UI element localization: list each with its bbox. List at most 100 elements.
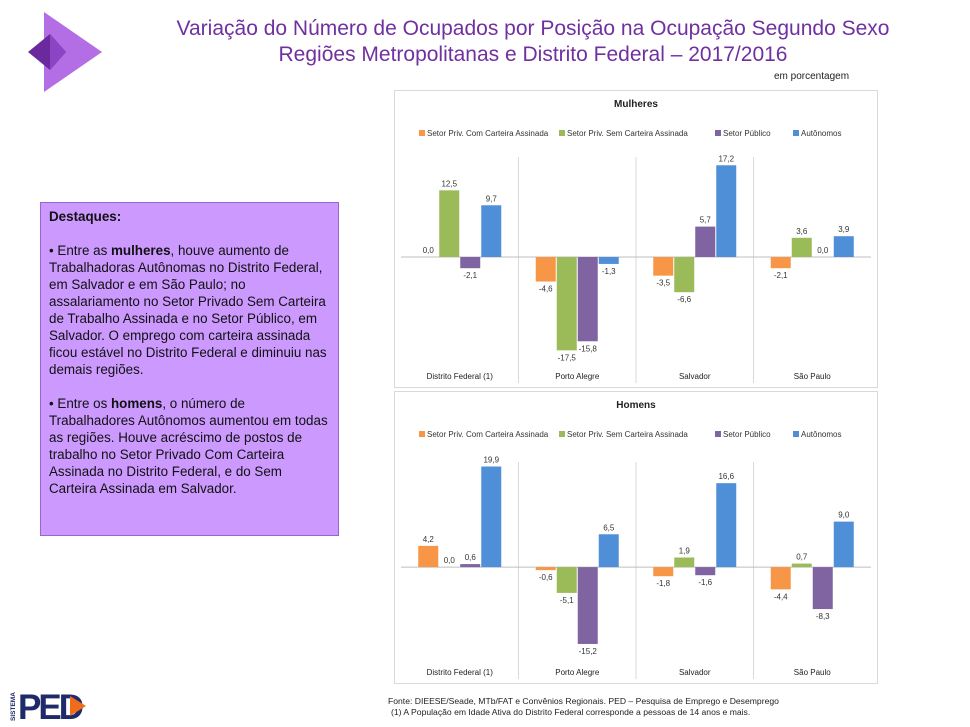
chart-women-svg: Mulheres Setor Priv. Com Carteira Assinad… [401,99,871,383]
chart2-bar-1-1 [556,567,577,593]
chart2-legend-label-0: Setor Priv. Com Carteira Assinada [427,430,549,439]
chart2-data-label-3-0: -4,4 [774,592,788,601]
chart1-bar-3-3 [833,236,854,257]
chart1-bar-1-1 [556,257,577,351]
chart1-category-label-3: São Paulo [794,372,831,381]
chart1-bar-1-2 [577,257,598,342]
chart2-data-label-0-2: 0,6 [465,553,477,562]
title-line-1: Variação do Número de Ocupados por Posiç… [176,17,890,40]
chart1-category-label-0: Distrito Federal (1) [427,372,494,381]
highlights-women-paragraph: • Entre as mulheres, houve aumento de Tr… [49,242,330,378]
chart1-bar-0-3 [481,205,502,257]
chart2-bar-2-1 [674,557,695,568]
chart1-legend-swatch-1 [559,130,565,136]
chart2-data-label-3-2: -8,3 [816,612,830,621]
chart1-data-label-1-3: -1,3 [602,267,616,276]
chart2-bar-3-0 [770,567,791,590]
chart2-data-label-1-2: -15,2 [579,647,598,656]
chart1-legend-label-1: Setor Priv. Sem Carteira Assinada [567,129,688,138]
chart2-data-label-1-1: -5,1 [560,596,574,605]
chart2-bar-3-3 [833,521,854,568]
chart2-title: Homens [616,400,656,411]
chart2-data-label-2-1: 1,9 [679,547,691,556]
chart2-bar-0-0 [418,545,439,568]
ped-logo-icon: SISTEMA PED [10,688,86,727]
chart1-data-label-0-0: 0,0 [423,246,435,255]
chart1-title: Mulheres [614,99,658,110]
chart1-data-label-1-0: -4,6 [539,285,553,294]
highlights-men-paragraph: • Entre os homens, o número de Trabalhad… [49,395,330,497]
chart2-bar-1-0 [535,567,556,571]
chart2-data-label-0-0: 4,2 [423,535,435,544]
women-text: , houve aumento de Trabalhadoras Autônom… [49,243,327,377]
women-prefix: • Entre as [49,243,111,258]
chart1-data-label-1-1: -17,5 [558,353,577,362]
chart2-legend-swatch-3 [793,431,799,437]
chart2-bar-1-3 [598,534,619,568]
ped-logo-arrow [70,696,86,716]
chart1-data-label-0-3: 9,7 [486,194,498,203]
ped-logo-vertical-text: SISTEMA [10,692,17,721]
chart2-legend-swatch-2 [715,431,721,437]
men-bold: homens [111,396,163,411]
chart1-data-label-2-2: 5,7 [700,216,712,225]
chart2-bar-3-1 [791,563,812,568]
chart1-data-label-1-2: -15,8 [579,344,598,353]
chart1-category-label-2: Salvador [679,372,711,381]
chart2-data-label-3-1: 0,7 [796,553,808,562]
chart2-category-label-1: Porto Alegre [555,668,600,677]
page-title: Variação do Número de Ocupados por Posiç… [118,16,948,68]
chart1-data-label-3-3: 3,9 [838,225,850,234]
title-line-2: Regiões Metropolitanas e Distrito Federa… [278,43,788,66]
chart1-bar-2-1 [674,257,695,293]
chart2-bar-2-3 [716,483,737,568]
chart1-bar-1-3 [598,257,619,264]
chart1-bar-2-2 [695,226,716,257]
chart1-data-label-3-0: -2,1 [774,271,788,280]
men-text: , o número de Trabalhadores Autônomos au… [49,396,328,496]
chart2-data-label-1-3: 6,5 [603,523,615,532]
chart-men-svg: Homens Setor Priv. Com Carteira Assinada S… [401,400,871,679]
chart2-bar-0-2 [460,564,481,568]
chart1-data-label-0-1: 12,5 [441,179,457,188]
chart2-legend-label-1: Setor Priv. Sem Carteira Assinada [567,430,688,439]
chart2-data-label-2-3: 16,6 [718,472,734,481]
chart2-data-label-2-0: -1,8 [656,579,670,588]
source-line-2: (1) A População em Idade Ativa do Distri… [391,707,751,717]
chart2-category-label-0: Distrito Federal (1) [427,668,494,677]
highlights-box: Destaques: • Entre as mulheres, houve au… [40,202,339,536]
chart1-legend-label-3: Autônomos [801,129,841,138]
women-bold: mulheres [111,243,171,258]
chart1-bar-3-0 [770,257,791,269]
source-notes: Fonte: DIEESE/Seade, MTb/FAT e Convênios… [388,696,779,718]
chart1-bar-3-1 [791,237,812,257]
chart2-category-label-3: São Paulo [794,668,831,677]
chart2-category-label-2: Salvador [679,668,711,677]
source-line-1: Fonte: DIEESE/Seade, MTb/FAT e Convênios… [388,696,779,706]
chart1-bar-2-3 [716,165,737,257]
chart1-category-label-1: Porto Alegre [555,372,600,381]
men-prefix: • Entre os [49,396,111,411]
highlights-heading: Destaques: [49,209,122,224]
unit-label: em porcentagem [774,71,850,82]
chart2-legend-swatch-1 [559,431,565,437]
chart1-legend-swatch-2 [715,130,721,136]
ped-logo: SISTEMA PED [8,686,108,727]
chart2-data-label-1-0: -0,6 [539,573,553,582]
chart2-bar-2-2 [695,567,716,576]
diamond-logo-icon [28,12,102,92]
chart-women: Mulheres Setor Priv. Com Carteira Assinad… [394,90,878,388]
chart2-legend-swatch-0 [419,431,425,437]
chart2-legend-label-2: Setor Público [723,430,771,439]
chart1-data-label-2-1: -6,6 [677,295,691,304]
chart2-data-label-0-1: 0,0 [444,556,456,565]
chart1-bar-1-0 [535,257,556,282]
chart1-data-label-2-3: 17,2 [718,154,734,163]
chart-men: Homens Setor Priv. Com Carteira Assinada S… [394,391,878,684]
chart1-legend-label-2: Setor Público [723,129,771,138]
chart1-data-label-3-1: 3,6 [796,227,808,236]
chart1-data-label-0-2: -2,1 [463,271,477,280]
chart1-legend-swatch-3 [793,130,799,136]
chart2-bar-0-3 [481,466,502,568]
chart2-bar-2-0 [653,567,674,577]
